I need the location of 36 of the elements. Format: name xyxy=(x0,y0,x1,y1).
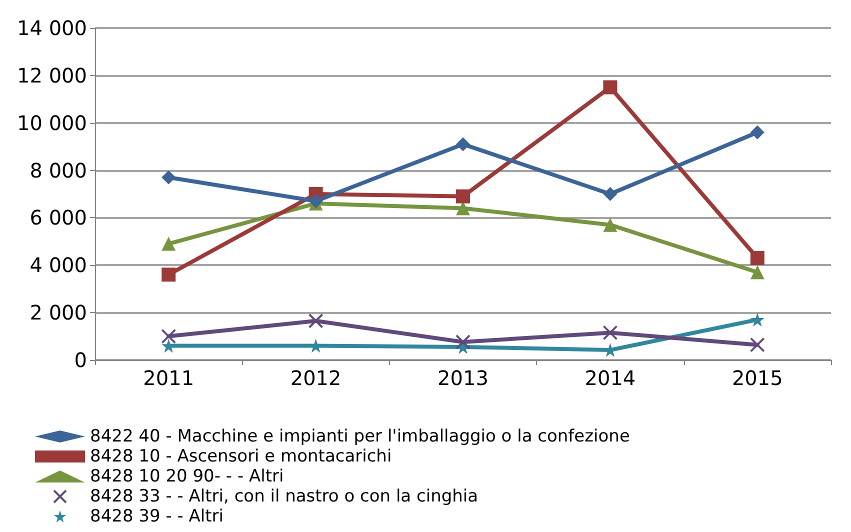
x-tick-label: 2015 xyxy=(732,366,783,390)
point xyxy=(161,328,176,344)
point xyxy=(603,80,618,94)
point xyxy=(308,313,324,328)
point xyxy=(162,236,176,251)
legend-label: 8428 33 - - Altri, con il nastro o con la cinghia xyxy=(90,486,478,506)
x-tick-label: 2012 xyxy=(290,366,342,390)
point xyxy=(750,312,764,327)
legend-label: 8428 10 20 90- - - Altri xyxy=(90,466,284,486)
x-tick-label: 2014 xyxy=(584,366,636,390)
legend-label: 8422 40 - Macchine e impianti per l'imballaggio o la confezione xyxy=(90,426,630,446)
legend-label: 8428 10 - Ascensori e montacarichi xyxy=(90,446,392,466)
y-tick-label: 10 000 xyxy=(17,110,87,135)
point xyxy=(162,268,176,282)
point xyxy=(750,125,764,140)
y-tick-label: 4 000 xyxy=(30,253,87,278)
y-tick-label: 6 000 xyxy=(30,206,87,230)
point xyxy=(456,334,470,350)
point xyxy=(602,325,618,340)
y-tick-label: 8 000 xyxy=(30,158,87,182)
x-tick-label: 2013 xyxy=(438,366,488,390)
y-tick-label: 0 xyxy=(74,348,87,372)
point xyxy=(750,265,764,280)
y-tick-label: 2 000 xyxy=(30,300,87,325)
point xyxy=(750,337,765,352)
y-tick-label: 12 000 xyxy=(17,63,87,88)
y-tick-label: 14 000 xyxy=(17,16,87,40)
point xyxy=(456,189,470,204)
point xyxy=(603,187,618,201)
point xyxy=(162,170,176,184)
point xyxy=(456,201,470,216)
legend-label: 8428 39 - - Altri xyxy=(90,506,224,526)
point xyxy=(750,251,764,266)
point xyxy=(456,137,470,152)
point xyxy=(603,218,618,232)
x-tick-label: 2011 xyxy=(143,366,194,390)
